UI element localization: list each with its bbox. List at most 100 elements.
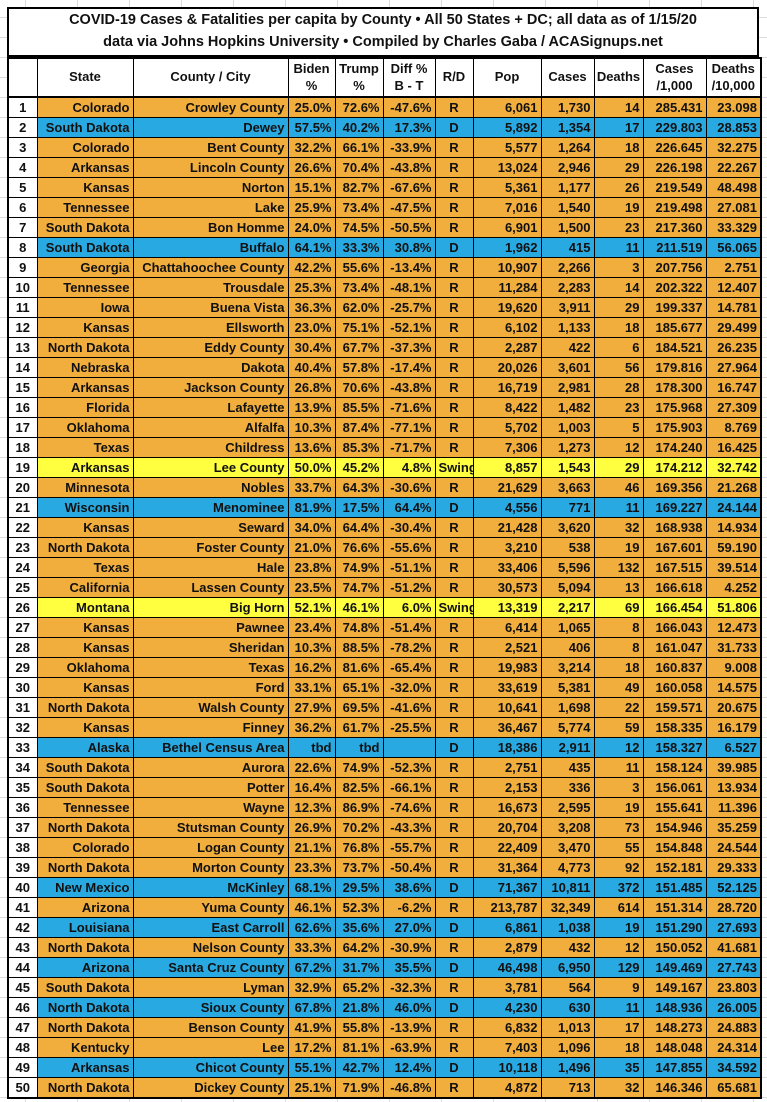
cell-trump-pct[interactable]: 88.5%: [334, 637, 384, 658]
cell-state[interactable]: Colorado: [36, 96, 134, 118]
cell-cases[interactable]: 1,065: [540, 617, 595, 638]
cell-county[interactable]: Alfalfa: [132, 417, 289, 438]
cell-party[interactable]: Swing: [434, 597, 474, 618]
cell-rank[interactable]: 26: [7, 597, 38, 618]
cell-cases[interactable]: 1,540: [540, 197, 595, 218]
cell-cases-per-1000[interactable]: 158.327: [642, 737, 707, 758]
cell-deaths[interactable]: 28: [593, 377, 644, 398]
cell-cases[interactable]: 3,208: [540, 817, 595, 838]
cell-trump-pct[interactable]: 31.7%: [334, 957, 384, 978]
cell-trump-pct[interactable]: 70.2%: [334, 817, 384, 838]
cell-trump-pct[interactable]: 66.1%: [334, 137, 384, 158]
cell-biden-pct[interactable]: 32.2%: [287, 137, 336, 158]
cell-biden-pct[interactable]: 40.4%: [287, 357, 336, 378]
cell-deaths-per-10000[interactable]: 16.425: [705, 437, 762, 458]
cell-deaths-per-10000[interactable]: 12.407: [705, 277, 762, 298]
cell-party[interactable]: R: [434, 317, 474, 338]
cell-biden-pct[interactable]: 12.3%: [287, 797, 336, 818]
cell-cases[interactable]: 415: [540, 237, 595, 258]
cell-trump-pct[interactable]: 55.6%: [334, 257, 384, 278]
cell-cases-per-1000[interactable]: 217.360: [642, 217, 707, 238]
cell-rank[interactable]: 14: [7, 357, 38, 378]
cell-county[interactable]: Logan County: [132, 837, 289, 858]
cell-diff-pct[interactable]: -37.3%: [382, 337, 436, 358]
cell-cases-per-1000[interactable]: 160.058: [642, 677, 707, 698]
cell-deaths-per-10000[interactable]: 24.544: [705, 837, 762, 858]
header-deaths[interactable]: Deaths: [593, 57, 644, 98]
cell-county[interactable]: Lincoln County: [132, 157, 289, 178]
cell-state[interactable]: Montana: [36, 597, 134, 618]
cell-rank[interactable]: 50: [7, 1077, 38, 1099]
cell-trump-pct[interactable]: 73.4%: [334, 277, 384, 298]
header-pop[interactable]: Pop: [472, 57, 542, 98]
cell-deaths-per-10000[interactable]: 9.008: [705, 657, 762, 678]
cell-deaths[interactable]: 23: [593, 217, 644, 238]
header-biden-pct[interactable]: Biden %: [287, 57, 336, 98]
cell-deaths[interactable]: 46: [593, 477, 644, 498]
cell-cases[interactable]: 336: [540, 777, 595, 798]
cell-state[interactable]: South Dakota: [36, 237, 134, 258]
cell-party[interactable]: R: [434, 357, 474, 378]
cell-rank[interactable]: 44: [7, 957, 38, 978]
cell-county[interactable]: Chattahoochee County: [132, 257, 289, 278]
cell-diff-pct[interactable]: -33.9%: [382, 137, 436, 158]
cell-rank[interactable]: 33: [7, 737, 38, 758]
cell-trump-pct[interactable]: 17.5%: [334, 497, 384, 518]
cell-trump-pct[interactable]: 71.9%: [334, 1077, 384, 1099]
cell-deaths[interactable]: 3: [593, 777, 644, 798]
cell-cases-per-1000[interactable]: 159.571: [642, 697, 707, 718]
cell-deaths-per-10000[interactable]: 33.329: [705, 217, 762, 238]
cell-deaths-per-10000[interactable]: 39.985: [705, 757, 762, 778]
cell-county[interactable]: Childress: [132, 437, 289, 458]
cell-deaths[interactable]: 8: [593, 617, 644, 638]
cell-deaths[interactable]: 55: [593, 837, 644, 858]
cell-biden-pct[interactable]: 62.6%: [287, 917, 336, 938]
cell-rank[interactable]: 15: [7, 377, 38, 398]
cell-county[interactable]: Buena Vista: [132, 297, 289, 318]
cell-biden-pct[interactable]: 57.5%: [287, 117, 336, 138]
cell-cases-per-1000[interactable]: 154.946: [642, 817, 707, 838]
cell-deaths[interactable]: 11: [593, 757, 644, 778]
cell-deaths-per-10000[interactable]: 32.275: [705, 137, 762, 158]
cell-diff-pct[interactable]: 38.6%: [382, 877, 436, 898]
cell-deaths[interactable]: 32: [593, 517, 644, 538]
cell-trump-pct[interactable]: 75.1%: [334, 317, 384, 338]
cell-deaths[interactable]: 19: [593, 197, 644, 218]
cell-rank[interactable]: 35: [7, 777, 38, 798]
header-rank[interactable]: [7, 57, 38, 98]
cell-deaths[interactable]: 13: [593, 577, 644, 598]
cell-state[interactable]: Arizona: [36, 957, 134, 978]
header-state[interactable]: State: [36, 57, 134, 98]
cell-biden-pct[interactable]: 10.3%: [287, 417, 336, 438]
cell-county[interactable]: Lee County: [132, 457, 289, 478]
cell-biden-pct[interactable]: 23.4%: [287, 617, 336, 638]
cell-trump-pct[interactable]: 33.3%: [334, 237, 384, 258]
cell-deaths[interactable]: 9: [593, 977, 644, 998]
cell-rank[interactable]: 42: [7, 917, 38, 938]
cell-trump-pct[interactable]: 65.2%: [334, 977, 384, 998]
cell-cases[interactable]: 3,470: [540, 837, 595, 858]
cell-cases-per-1000[interactable]: 229.803: [642, 117, 707, 138]
cell-cases-per-1000[interactable]: 185.677: [642, 317, 707, 338]
cell-state[interactable]: North Dakota: [36, 537, 134, 558]
cell-rank[interactable]: 4: [7, 157, 38, 178]
cell-pop[interactable]: 4,230: [472, 997, 542, 1018]
cell-rank[interactable]: 2: [7, 117, 38, 138]
cell-trump-pct[interactable]: 86.9%: [334, 797, 384, 818]
cell-party[interactable]: R: [434, 897, 474, 918]
cell-cases-per-1000[interactable]: 175.968: [642, 397, 707, 418]
cell-state[interactable]: Tennessee: [36, 197, 134, 218]
cell-pop[interactable]: 2,751: [472, 757, 542, 778]
cell-state[interactable]: New Mexico: [36, 877, 134, 898]
cell-diff-pct[interactable]: -66.1%: [382, 777, 436, 798]
cell-deaths[interactable]: 8: [593, 637, 644, 658]
cell-pop[interactable]: 71,367: [472, 877, 542, 898]
cell-deaths-per-10000[interactable]: 29.333: [705, 857, 762, 878]
cell-state[interactable]: Wisconsin: [36, 497, 134, 518]
cell-county[interactable]: Menominee: [132, 497, 289, 518]
cell-biden-pct[interactable]: 21.0%: [287, 537, 336, 558]
cell-pop[interactable]: 10,641: [472, 697, 542, 718]
cell-deaths-per-10000[interactable]: 52.125: [705, 877, 762, 898]
cell-deaths-per-10000[interactable]: 34.592: [705, 1057, 762, 1078]
cell-state[interactable]: Kansas: [36, 677, 134, 698]
